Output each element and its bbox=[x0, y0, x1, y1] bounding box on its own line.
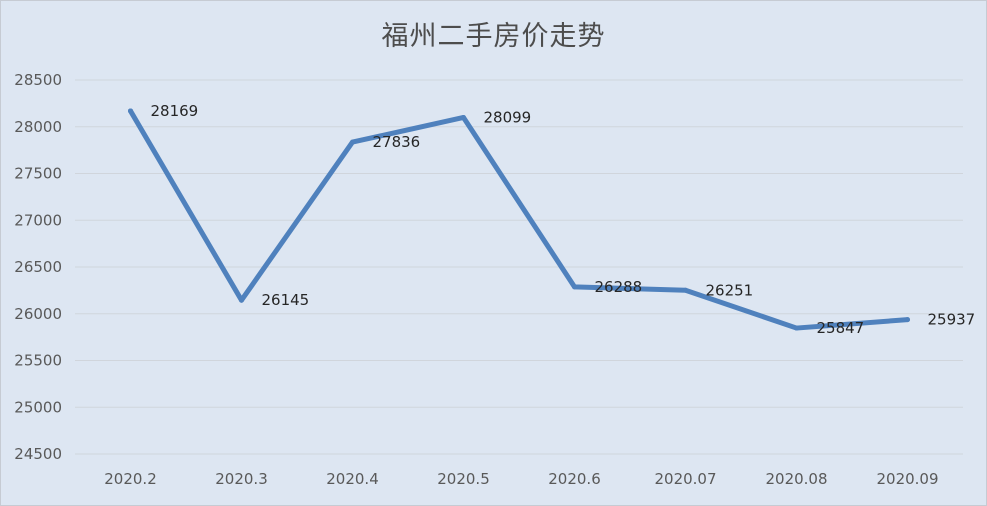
data-label: 25937 bbox=[928, 311, 976, 329]
x-tick-label: 2020.08 bbox=[765, 470, 827, 488]
data-label: 27836 bbox=[373, 133, 421, 151]
y-axis-tick-labels: 24500 25000 25500 26000 26500 27000 27500 28000… bbox=[14, 71, 62, 463]
data-point bbox=[128, 108, 133, 114]
x-tick-label: 2020.3 bbox=[215, 470, 268, 488]
data-point bbox=[572, 284, 577, 290]
gridlines bbox=[75, 79, 963, 455]
y-tick-label: 27000 bbox=[14, 211, 62, 229]
x-tick-label: 2020.09 bbox=[876, 470, 938, 488]
y-tick-label: 25000 bbox=[14, 398, 62, 416]
data-labels: 28169 26145 27836 28099 26288 26251 25847 25937 bbox=[151, 102, 976, 337]
y-tick-label: 26500 bbox=[14, 258, 62, 276]
y-tick-label: 26000 bbox=[14, 305, 62, 323]
data-label: 28099 bbox=[484, 108, 532, 126]
x-tick-label: 2020.2 bbox=[104, 470, 157, 488]
data-label: 26251 bbox=[706, 281, 754, 299]
data-label: 26145 bbox=[262, 291, 310, 309]
x-axis-tick-labels: 2020.2 2020.3 2020.4 2020.5 2020.6 2020.07 202… bbox=[104, 470, 938, 488]
data-point bbox=[239, 297, 244, 303]
y-tick-label: 24500 bbox=[14, 445, 62, 463]
data-point bbox=[461, 114, 466, 120]
y-tick-label: 28500 bbox=[14, 71, 62, 89]
y-tick-label: 28000 bbox=[14, 118, 62, 136]
chart-title: 福州二手房价走势 bbox=[381, 21, 606, 52]
data-point bbox=[683, 287, 688, 293]
y-tick-label: 27500 bbox=[14, 165, 62, 183]
data-label: 26288 bbox=[595, 278, 643, 296]
x-tick-label: 2020.6 bbox=[548, 470, 601, 488]
data-point bbox=[350, 139, 355, 145]
x-tick-label: 2020.4 bbox=[326, 470, 379, 488]
data-point bbox=[905, 317, 910, 323]
data-label: 28169 bbox=[151, 102, 199, 120]
x-tick-label: 2020.5 bbox=[437, 470, 490, 488]
data-point bbox=[794, 325, 799, 331]
data-label: 25847 bbox=[817, 319, 865, 337]
y-tick-label: 25500 bbox=[14, 352, 62, 370]
series-line bbox=[128, 108, 910, 331]
series-layer bbox=[128, 108, 910, 331]
x-tick-label: 2020.07 bbox=[654, 470, 716, 488]
